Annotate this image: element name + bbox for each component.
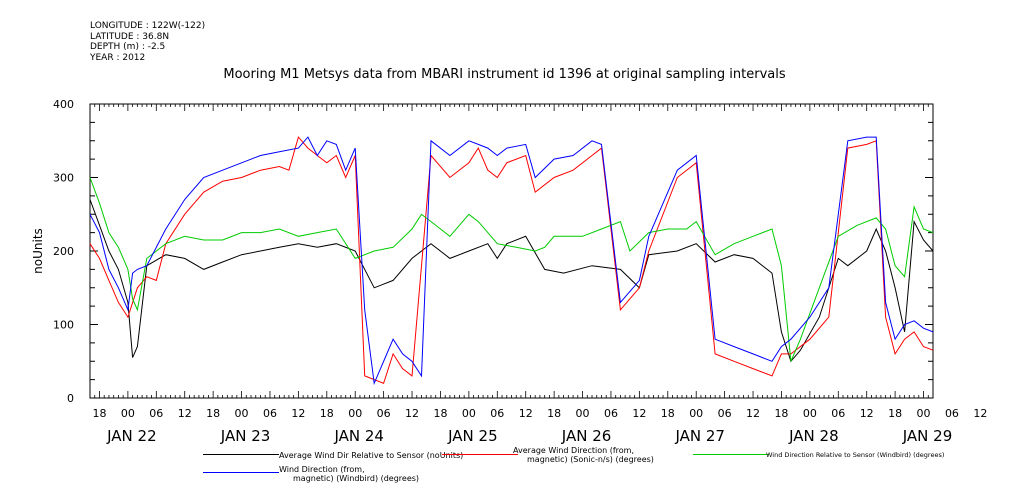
x-tick-label: 18	[320, 407, 334, 420]
metadata-year: YEAR : 2012	[90, 52, 146, 63]
x-day-label: JAN 27	[674, 427, 725, 445]
y-tick-label: 100	[53, 319, 74, 332]
series-line-1	[89, 136, 934, 384]
x-tick-label: 18	[547, 407, 561, 420]
plot-frame	[89, 103, 934, 399]
x-tick-label: 06	[604, 407, 618, 420]
x-tick-label: 12	[632, 407, 646, 420]
x-tick-label: 06	[149, 407, 163, 420]
legend-label-1: Average Wind Direction (from, magnetic) (…	[513, 446, 654, 464]
legend-swatch-1	[442, 454, 518, 455]
x-day-label: JAN 22	[106, 427, 157, 445]
x-tick-label: 00	[348, 407, 362, 420]
legend-label-2: Wind Direction Relative to Sensor (Windb…	[766, 451, 944, 460]
x-tick-label: 00	[235, 407, 249, 420]
metadata-depth: DEPTH (m) : -2.5	[90, 42, 166, 52]
x-tick-label: 06	[718, 407, 732, 420]
x-tick-label: 18	[433, 407, 447, 420]
legend-swatch-0	[203, 454, 279, 455]
x-day-label: JAN 29	[902, 427, 953, 445]
x-day-label: JAN 25	[447, 427, 498, 445]
x-tick-label: 12	[291, 407, 305, 420]
x-tick-label: 12	[519, 407, 533, 420]
x-day-label: JAN 28	[788, 427, 839, 445]
x-tick-label: 06	[945, 407, 959, 420]
y-axis-label: noUnits	[31, 228, 45, 274]
x-tick-label: 18	[92, 407, 106, 420]
x-tick-label: 06	[831, 407, 845, 420]
x-tick-label: 12	[178, 407, 192, 420]
x-day-label: JAN 24	[333, 427, 384, 445]
legend-label-line: Wind Direction (from,	[279, 465, 365, 474]
legend-label-line: magnetic) (Windbird) (degrees)	[293, 474, 420, 483]
metadata-latitude: LATITUDE : 36.8N	[90, 31, 170, 42]
metadata-longitude: LONGITUDE : 122W(-122)	[90, 21, 206, 31]
x-tick-label: 00	[121, 407, 135, 420]
legend-label-0: Average Wind Dir Relative to Sensor (noU…	[279, 451, 463, 460]
x-tick-label: 00	[576, 407, 590, 420]
x-tick-label: 06	[490, 407, 504, 420]
legend-label-line: magnetic) (Sonic-n/s) (degrees)	[527, 455, 654, 464]
y-tick-label: 0	[67, 392, 74, 405]
x-tick-label: 18	[888, 407, 902, 420]
series-line-3	[89, 136, 934, 386]
x-day-label: JAN 23	[220, 427, 271, 445]
legend-label-line: Wind Direction Relative to Sensor (Windb…	[766, 451, 945, 459]
x-tick-label: 06	[377, 407, 391, 420]
x-tick-label: 12	[973, 407, 987, 420]
y-tick-label: 300	[53, 172, 74, 185]
series-line-0	[89, 199, 934, 363]
x-tick-label: 18	[206, 407, 220, 420]
x-tick-label: 00	[917, 407, 931, 420]
metadata-block: LONGITUDE : 122W(-122) LATITUDE : 36.8N …	[90, 21, 205, 63]
y-tick-label: 400	[53, 98, 74, 111]
legend-swatch-3	[203, 472, 279, 473]
legend-swatch-2	[693, 454, 769, 455]
x-tick-label: 00	[803, 407, 817, 420]
x-tick-label: 18	[774, 407, 788, 420]
x-tick-label: 12	[746, 407, 760, 420]
y-tick-label: 200	[53, 245, 74, 258]
x-tick-label: 06	[263, 407, 277, 420]
legend-label-3: Wind Direction (from, magnetic) (Windbird…	[279, 465, 419, 483]
x-tick-label: 12	[860, 407, 874, 420]
x-tick-label: 00	[689, 407, 703, 420]
series-line-2	[89, 177, 934, 362]
x-tick-label: 00	[462, 407, 476, 420]
x-tick-label: 12	[405, 407, 419, 420]
chart-title: Mooring M1 Metsys data from MBARI instru…	[223, 67, 786, 82]
legend-label-line: Average Wind Dir Relative to Sensor (noU…	[279, 451, 464, 460]
legend-label-line: Average Wind Direction (from,	[513, 446, 635, 455]
x-tick-label: 18	[661, 407, 675, 420]
x-day-label: JAN 26	[561, 427, 612, 445]
